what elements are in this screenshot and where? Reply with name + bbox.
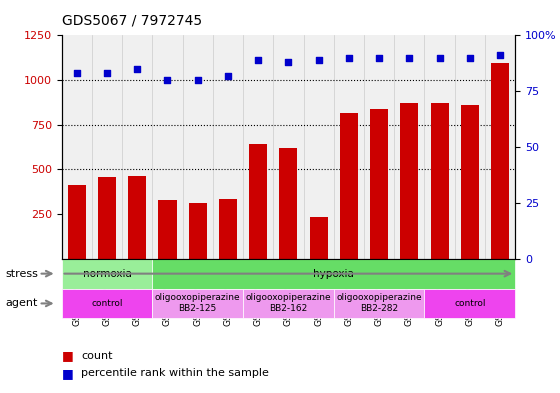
Bar — [310, 217, 328, 259]
Bar — [249, 144, 267, 259]
Point — [72, 70, 81, 77]
Bar — [62, 288, 152, 318]
Bar — [400, 103, 418, 259]
Text: percentile rank within the sample: percentile rank within the sample — [81, 368, 269, 378]
Text: GDS5067 / 7972745: GDS5067 / 7972745 — [62, 13, 202, 28]
Point — [193, 77, 202, 83]
Bar — [370, 108, 388, 259]
Bar — [219, 199, 237, 259]
Bar — [340, 113, 358, 259]
Bar — [62, 259, 152, 288]
Text: oligooxopiperazine
BB2-162: oligooxopiperazine BB2-162 — [246, 294, 331, 314]
Point — [102, 70, 111, 77]
Text: ■: ■ — [62, 349, 73, 362]
Point — [375, 55, 384, 61]
Text: ■: ■ — [62, 367, 73, 380]
Point — [465, 55, 474, 61]
Point — [223, 72, 232, 79]
Point — [163, 77, 172, 83]
Bar — [152, 288, 243, 318]
Point — [496, 52, 505, 59]
Bar — [279, 148, 297, 259]
Bar — [158, 200, 176, 259]
Bar — [431, 103, 449, 259]
Text: oligooxopiperazine
BB2-282: oligooxopiperazine BB2-282 — [337, 294, 422, 314]
Bar — [334, 288, 424, 318]
Bar — [128, 176, 146, 259]
Text: oligooxopiperazine
BB2-125: oligooxopiperazine BB2-125 — [155, 294, 240, 314]
Text: hypoxia: hypoxia — [314, 269, 354, 279]
Text: control: control — [454, 299, 486, 308]
Point — [133, 66, 142, 72]
Bar — [189, 203, 207, 259]
Bar — [98, 178, 116, 259]
Bar — [68, 185, 86, 259]
Text: agent: agent — [6, 298, 38, 309]
Point — [284, 59, 293, 65]
Point — [314, 57, 323, 63]
Bar — [491, 63, 509, 259]
Bar — [424, 288, 515, 318]
Bar — [152, 259, 515, 288]
Text: count: count — [81, 351, 113, 361]
Point — [254, 57, 263, 63]
Text: normoxia: normoxia — [82, 269, 132, 279]
Text: stress: stress — [6, 269, 39, 279]
Text: control: control — [91, 299, 123, 308]
Bar — [243, 288, 334, 318]
Point — [435, 55, 444, 61]
Point — [405, 55, 414, 61]
Point — [344, 55, 353, 61]
Bar — [461, 105, 479, 259]
